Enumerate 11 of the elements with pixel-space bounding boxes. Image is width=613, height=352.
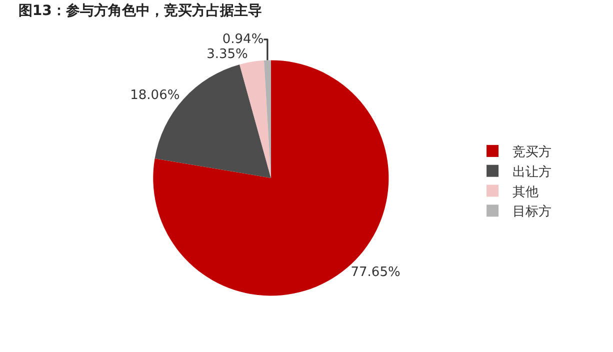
legend-label: 目标方 [512, 204, 552, 220]
legend-label: 出让方 [512, 164, 552, 180]
data-label: 3.35% [206, 46, 248, 62]
legend-label: 竞买方 [512, 144, 552, 160]
data-label: 77.65% [350, 264, 400, 280]
data-label: 18.06% [130, 88, 180, 104]
data-label: 0.94% [222, 32, 264, 47]
chart-title: 图13：参与方角色中，竞买方占据主导 [18, 2, 262, 20]
pie-slice [240, 60, 271, 178]
legend-label: 其他 [512, 184, 539, 200]
pie-slice [264, 60, 271, 178]
